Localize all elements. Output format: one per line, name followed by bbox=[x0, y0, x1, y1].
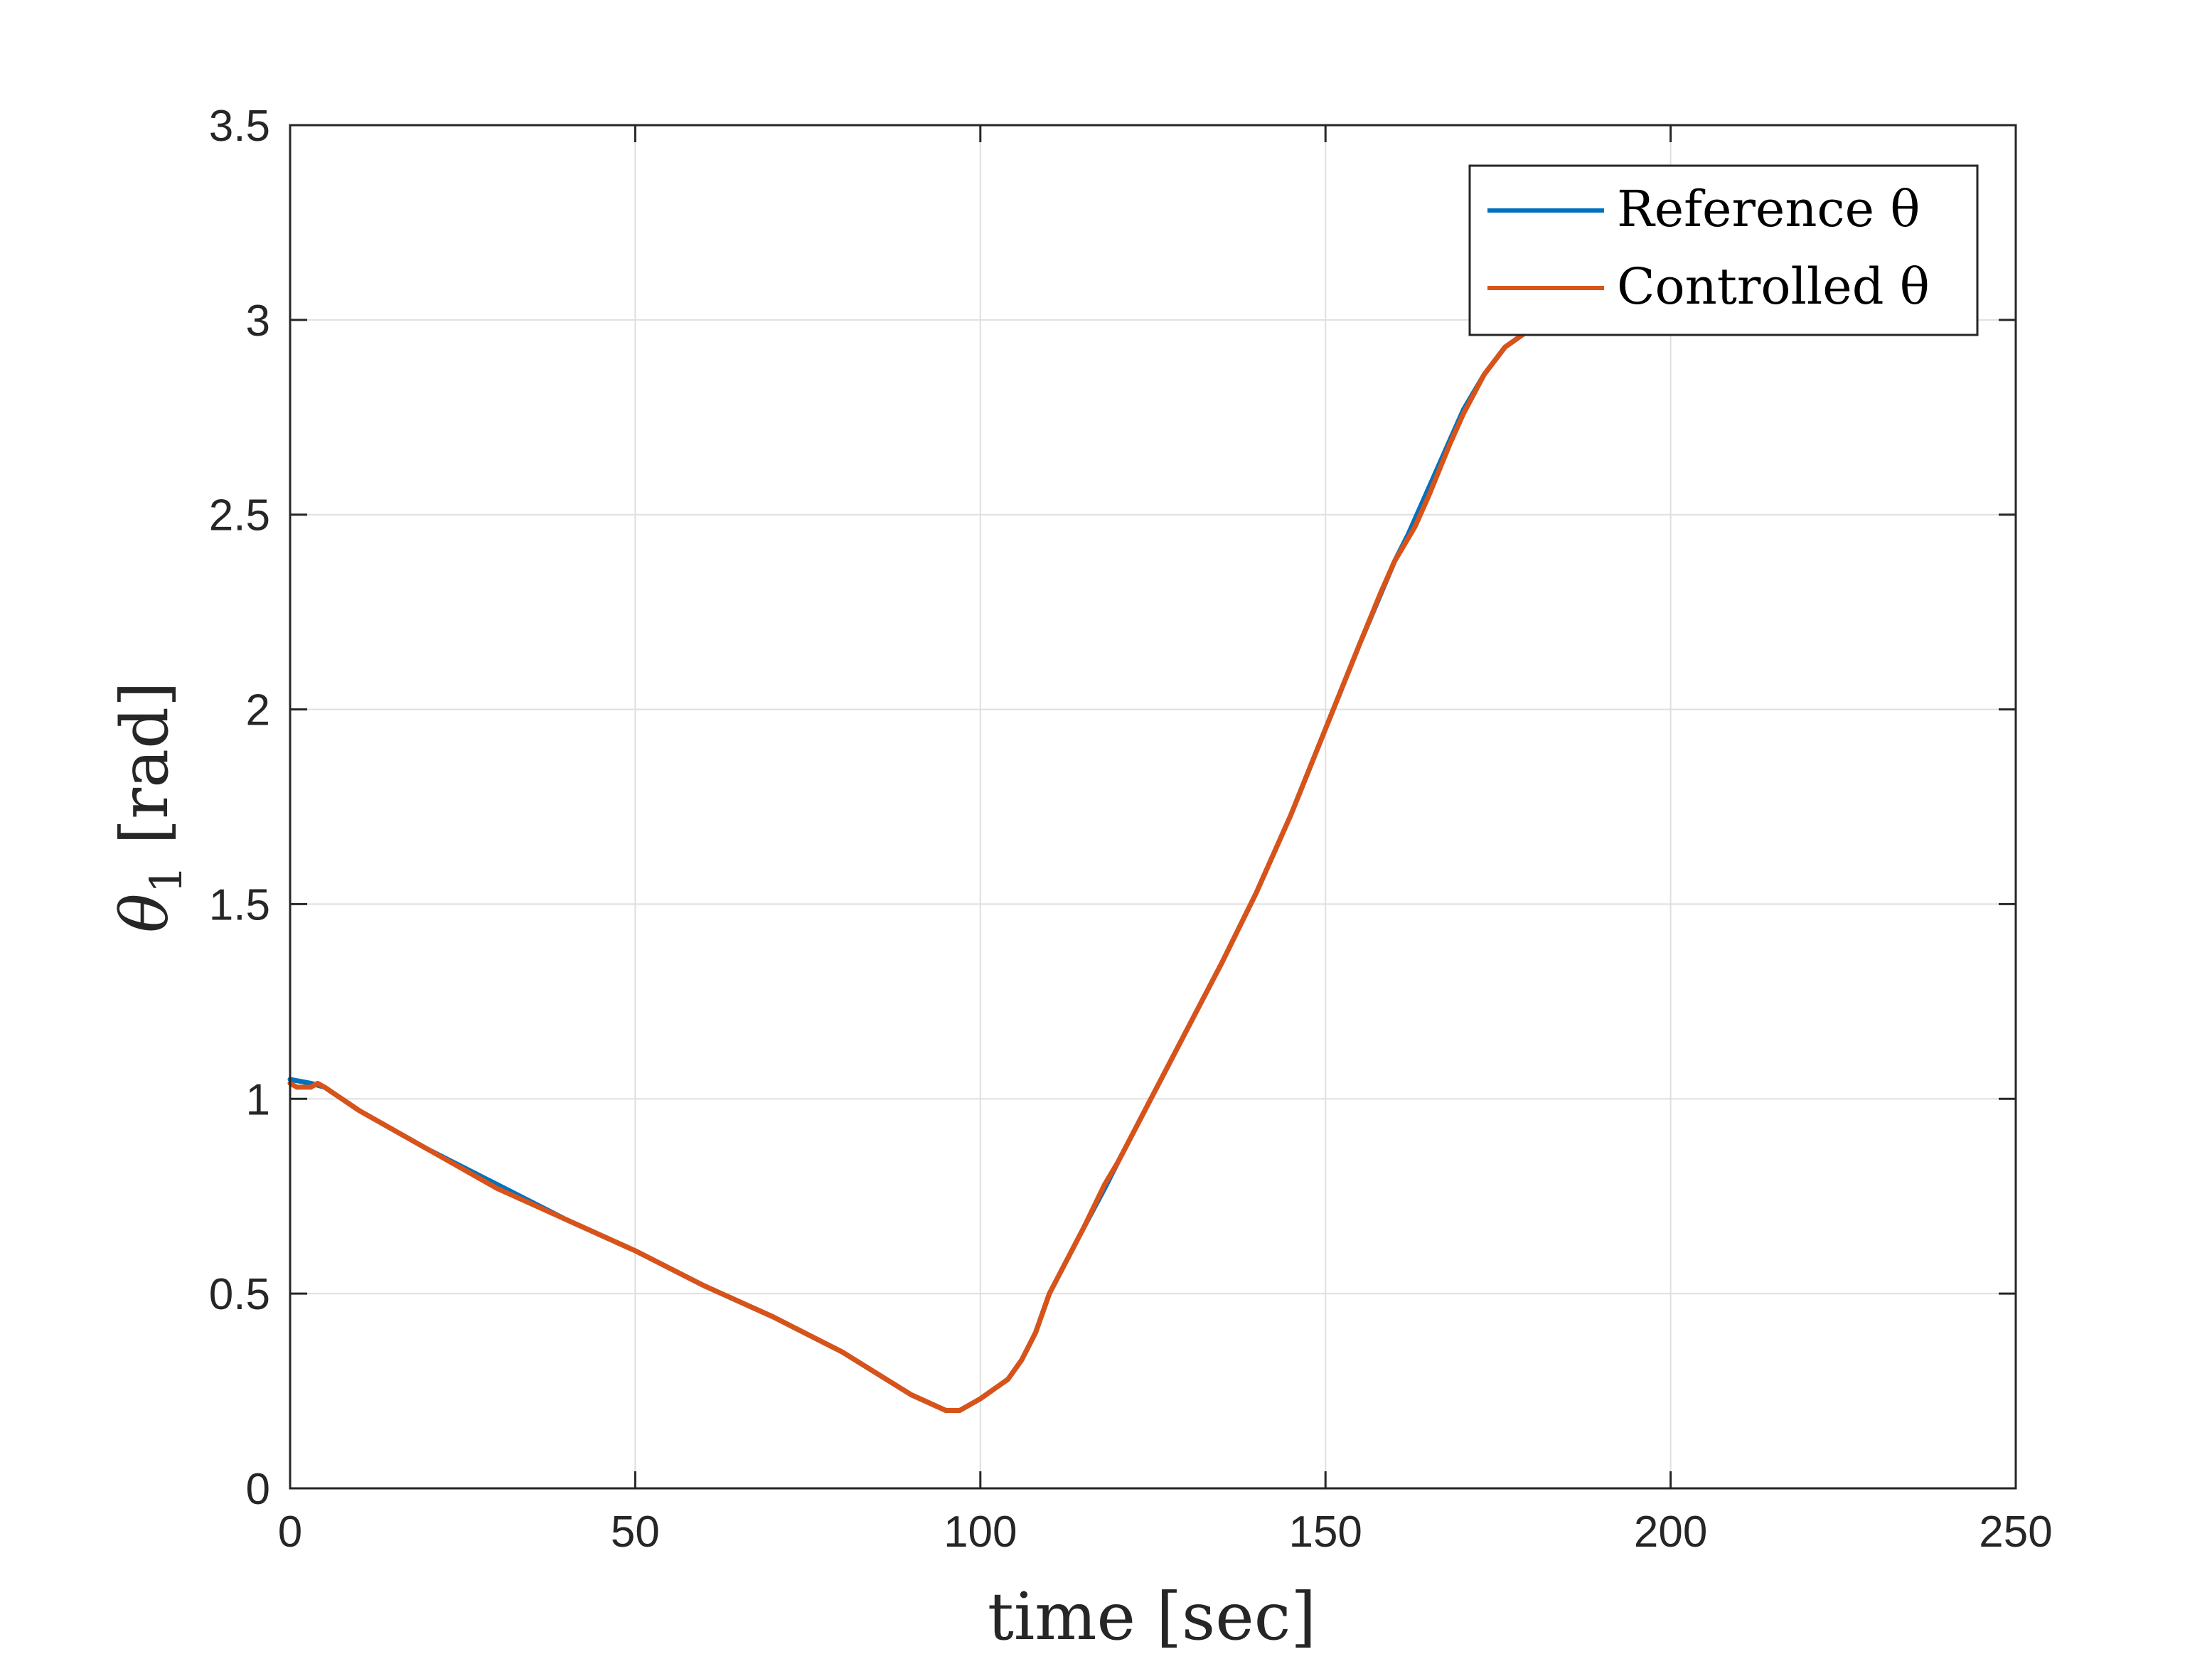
x-tick-label: 50 bbox=[611, 1508, 660, 1557]
x-tick-label: 200 bbox=[1634, 1508, 1707, 1557]
legend-label-reference: Reference θ bbox=[1617, 180, 1920, 238]
grid bbox=[290, 125, 2016, 1488]
legend: Reference θ Controlled θ bbox=[1468, 164, 1979, 336]
x-tick-label: 100 bbox=[944, 1508, 1017, 1557]
y-axis-label-group: θ1 [rad] bbox=[107, 681, 192, 933]
plot-frame bbox=[289, 124, 2017, 1490]
x-tick-label: 250 bbox=[1979, 1508, 2052, 1557]
x-axis-label: time [sec] bbox=[988, 1579, 1316, 1655]
y-tick-label: 2 bbox=[246, 686, 270, 735]
plot-area bbox=[290, 125, 2016, 1488]
tick-labels: 0 50 100 150 200 250 0 0.5 1 1.5 2 2.5 3 3.5 bbox=[209, 102, 2053, 1557]
y-tick-label: 1 bbox=[246, 1075, 270, 1124]
y-tick-label: 2.5 bbox=[209, 491, 270, 540]
y-tick-label: 3.5 bbox=[209, 102, 270, 151]
y-tick-label: 0.5 bbox=[209, 1270, 270, 1319]
series-line-controlled bbox=[287, 317, 1591, 1413]
legend-box bbox=[1468, 164, 1979, 336]
y-tick-label: 1.5 bbox=[209, 880, 270, 929]
series-lines bbox=[287, 317, 1591, 1413]
x-tick-label: 150 bbox=[1288, 1508, 1362, 1557]
legend-label-controlled: Controlled θ bbox=[1617, 257, 1930, 316]
y-tick-label: 3 bbox=[246, 297, 270, 346]
y-axis-label-unit: [rad] bbox=[107, 681, 183, 865]
x-tick-label: 0 bbox=[278, 1508, 302, 1557]
y-axis-label: θ1 [rad] bbox=[107, 681, 192, 933]
y-axis-label-symbol: θ bbox=[107, 893, 183, 932]
y-tick-label: 0 bbox=[246, 1465, 270, 1514]
y-axis-label-subscript: 1 bbox=[140, 865, 192, 893]
